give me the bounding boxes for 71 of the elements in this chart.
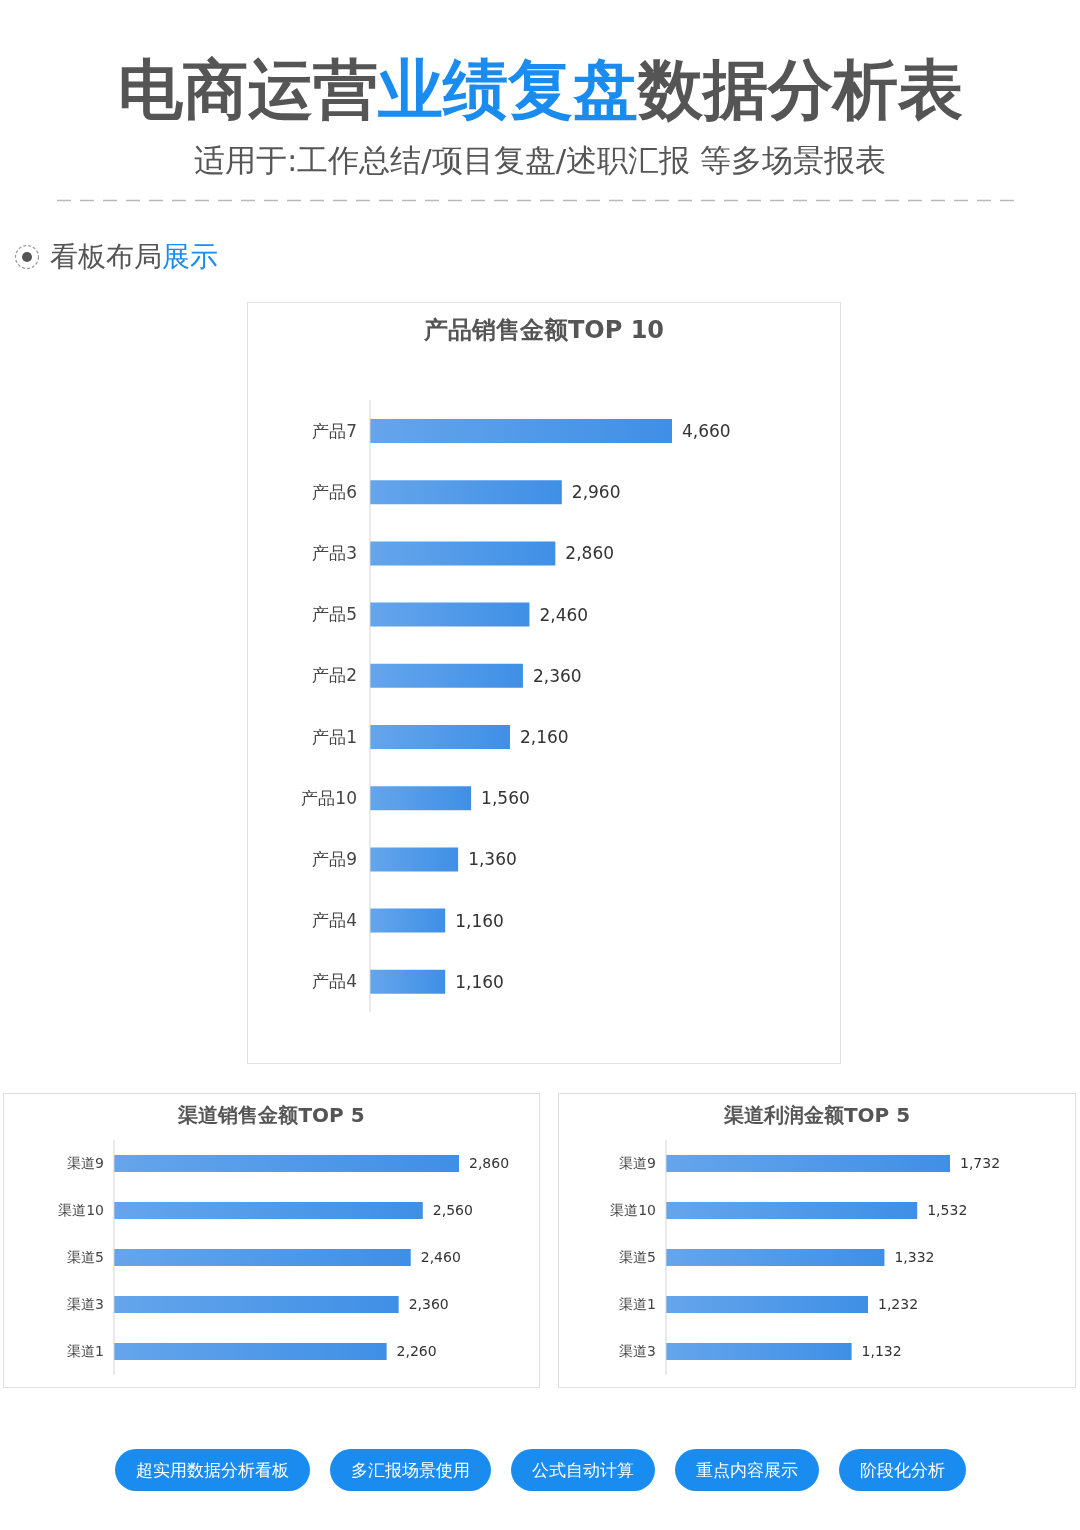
data-label: 1,160: [454, 971, 504, 992]
y-tick-label: 渠道3: [66, 1295, 104, 1312]
data-label: 2,360: [532, 665, 582, 686]
bar: [369, 724, 510, 749]
data-label: 2,460: [420, 1248, 461, 1265]
bar: [665, 1154, 950, 1172]
data-label: 2,160: [519, 726, 569, 747]
y-tick-label: 产品2: [311, 664, 357, 685]
chart-title: 渠道利润金额TOP 5: [722, 1102, 912, 1129]
label-pill: 阶段化分析: [838, 1449, 966, 1491]
data-label: 2,960: [571, 481, 620, 502]
bar: [369, 908, 445, 933]
bar: [369, 418, 672, 443]
y-tick-label: 产品1: [311, 726, 357, 747]
y-tick-label: 渠道3: [618, 1342, 656, 1359]
text: 电商运营业绩复盘数据分析表: [117, 52, 963, 127]
chart-title: 渠道销售金额TOP 5: [177, 1102, 366, 1129]
bar: [369, 540, 555, 565]
bar: [113, 1342, 387, 1360]
data-label: 1,332: [893, 1248, 934, 1265]
bar: [113, 1154, 459, 1172]
data-label: 1,360: [467, 848, 517, 869]
label-pill: 重点内容展示: [674, 1449, 819, 1491]
data-label: 1,560: [480, 787, 530, 808]
bar: [369, 969, 445, 994]
y-tick-label: 产品4: [311, 909, 357, 930]
y-tick-label: 渠道1: [66, 1342, 104, 1359]
bar: [369, 663, 523, 688]
bar: [665, 1248, 884, 1266]
y-tick-label: 渠道10: [609, 1201, 656, 1218]
y-tick-label: 渠道9: [618, 1154, 656, 1171]
y-tick-label: 渠道1: [618, 1295, 656, 1312]
bar: [113, 1295, 399, 1313]
bar: [665, 1201, 917, 1219]
data-label: 4,660: [681, 420, 731, 441]
y-tick-label: 产品4: [311, 970, 357, 991]
data-label: 1,732: [959, 1154, 1000, 1171]
data-label: 2,560: [432, 1201, 473, 1218]
y-tick-label: 产品7: [311, 420, 357, 441]
text: 适用于:工作总结/项目复盘/述职汇报 等多场景报表: [192, 141, 888, 180]
data-label: 1,160: [454, 910, 504, 931]
bar: [113, 1201, 423, 1219]
bar: [113, 1248, 411, 1266]
bar: [369, 479, 562, 504]
y-tick-label: 产品9: [311, 848, 357, 869]
y-tick-label: 产品6: [311, 481, 357, 502]
y-tick-label: 渠道5: [618, 1248, 656, 1265]
bar: [369, 846, 458, 871]
data-label: 2,860: [468, 1154, 509, 1171]
bar: [665, 1342, 852, 1360]
label-pill: 多汇报场景使用: [329, 1449, 491, 1491]
data-label: 2,460: [538, 604, 588, 625]
y-tick-label: 产品10: [300, 787, 357, 808]
label-pill: 超实用数据分析看板: [114, 1449, 310, 1491]
bar: [369, 785, 471, 810]
y-tick-label: 渠道5: [66, 1248, 104, 1265]
y-tick-label: 渠道10: [57, 1201, 104, 1218]
data-label: 2,360: [408, 1295, 449, 1312]
bar: [369, 602, 529, 627]
data-label: 2,860: [564, 542, 614, 563]
bar: [665, 1295, 868, 1313]
label-pill: 公式自动计算: [510, 1449, 655, 1491]
y-tick-label: 产品5: [311, 603, 357, 624]
data-label: 1,232: [877, 1295, 918, 1312]
y-tick-label: 产品3: [311, 542, 357, 563]
chart-title: 产品销售金额TOP 10: [422, 315, 666, 347]
data-label: 1,132: [861, 1342, 902, 1359]
y-tick-label: 渠道9: [66, 1154, 104, 1171]
data-label: 1,532: [926, 1201, 967, 1218]
data-label: 2,260: [396, 1342, 437, 1359]
text: 看板布局展示: [50, 240, 218, 273]
